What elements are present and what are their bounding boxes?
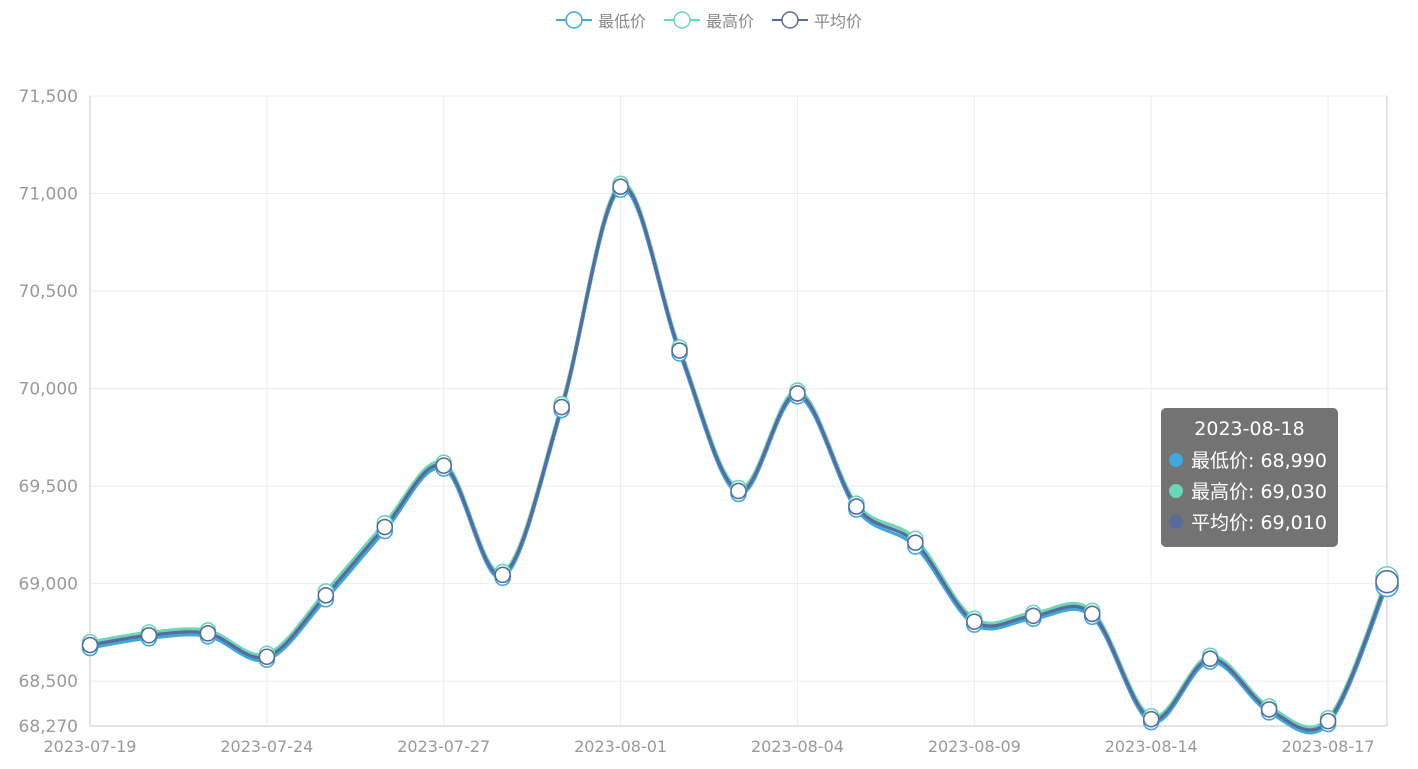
point-avg[interactable] (376, 518, 394, 536)
y-tick-label: 69,500 (19, 477, 78, 497)
legend-item-high[interactable]: 最高价 (663, 8, 754, 32)
point-avg[interactable] (789, 385, 806, 402)
tooltip-row-low: 最低价: 68,990 (1169, 444, 1330, 475)
point-avg[interactable] (317, 587, 335, 604)
series-line-avg[interactable] (89, 184, 1389, 732)
y-tick-label: 70,500 (19, 282, 78, 302)
tooltip-row-avg: 平均价: 69,010 (1169, 506, 1330, 537)
x-tick-label: 2023-07-24 (220, 737, 313, 756)
y-tick-label: 68,270 (19, 717, 78, 737)
x-tick-label: 2023-08-17 (1282, 737, 1375, 756)
point-avg[interactable] (848, 498, 865, 515)
point-avg[interactable] (730, 482, 747, 500)
x-tick-label: 2023-07-19 (44, 737, 137, 756)
tooltip-dot-avg (1169, 514, 1183, 529)
point-avg[interactable] (81, 636, 99, 654)
legend: 最低价 最高价 平均价 (0, 8, 1418, 32)
tooltip: 2023-08-18 最低价: 68,990 最高价: 69,030 平均价: … (1161, 408, 1338, 547)
point-avg[interactable] (494, 566, 511, 584)
y-tick-label: 69,000 (19, 575, 78, 595)
point-avg[interactable] (1024, 607, 1042, 625)
point-avg[interactable] (1142, 710, 1160, 728)
legend-line-circle-icon (555, 11, 592, 29)
point-avg[interactable] (1375, 569, 1399, 594)
legend-item-low[interactable]: 最低价 (555, 8, 646, 32)
legend-label-avg: 平均价 (814, 12, 863, 31)
point-avg[interactable] (199, 625, 217, 642)
tooltip-text-avg: 平均价: 69,010 (1191, 512, 1327, 534)
x-tick-label: 2023-07-27 (397, 737, 490, 756)
legend-line-circle-icon (663, 11, 700, 29)
point-avg[interactable] (1201, 650, 1219, 668)
legend-line-circle-icon (772, 11, 808, 29)
y-tick-label: 71,500 (19, 87, 78, 107)
x-tick-label: 2023-08-14 (1105, 737, 1198, 756)
x-tick-label: 2023-08-01 (574, 737, 667, 756)
tooltip-dot-low (1169, 452, 1183, 467)
x-tick-label: 2023-08-04 (751, 737, 844, 756)
tooltip-dot-high (1169, 483, 1183, 498)
point-avg[interactable] (140, 627, 158, 644)
y-tick-label: 70,000 (19, 380, 78, 400)
point-avg[interactable] (1083, 605, 1101, 623)
point-avg[interactable] (1260, 701, 1278, 718)
point-avg[interactable] (612, 178, 629, 195)
tooltip-row-high: 最高价: 69,030 (1169, 475, 1330, 506)
point-avg[interactable] (258, 648, 276, 666)
point-avg[interactable] (907, 534, 924, 551)
y-tick-label: 68,500 (19, 672, 78, 692)
point-avg[interactable] (966, 613, 983, 630)
point-avg[interactable] (671, 342, 688, 359)
point-avg[interactable] (553, 398, 570, 416)
legend-item-avg[interactable]: 平均价 (772, 8, 862, 32)
tooltip-text-low: 最低价: 68,990 (1191, 450, 1327, 472)
tooltip-date: 2023-08-18 (1194, 418, 1305, 440)
point-avg[interactable] (435, 457, 453, 474)
y-tick-label: 71,000 (19, 185, 78, 205)
x-tick-label: 2023-08-09 (928, 737, 1021, 756)
point-avg[interactable] (1319, 712, 1337, 730)
legend-label-low: 最低价 (597, 12, 646, 31)
legend-label-high: 最高价 (705, 12, 754, 31)
tooltip-text-high: 最高价: 69,030 (1191, 481, 1327, 503)
